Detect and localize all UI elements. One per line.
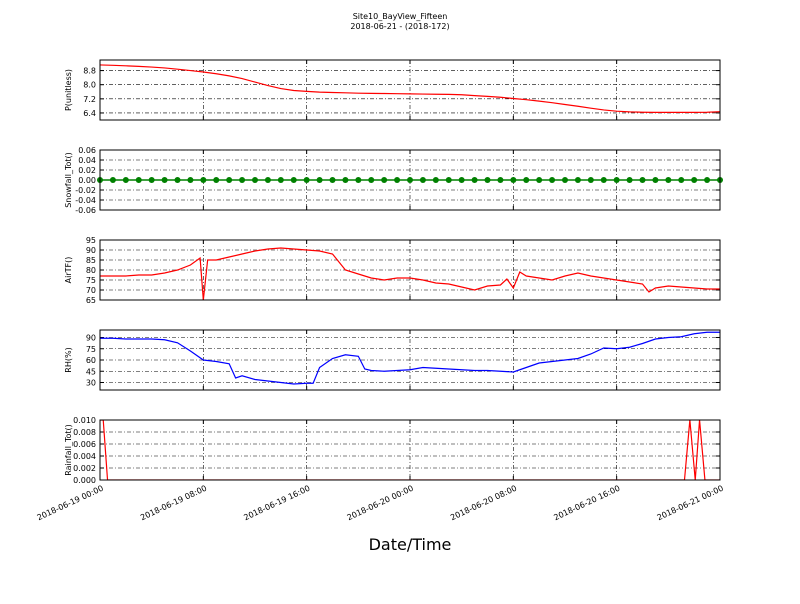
- y-tick-label: 75: [86, 276, 96, 285]
- data-line: [100, 247, 720, 300]
- y-tick-label: 0.00: [78, 176, 96, 185]
- y-tick-label: 0.006: [73, 440, 96, 449]
- data-point: [277, 177, 284, 183]
- axes-frame: [99, 149, 721, 211]
- data-point: [523, 177, 530, 183]
- y-axis-label: P(unitless): [64, 69, 73, 111]
- data-point: [239, 177, 246, 183]
- y-tick-label: 0.04: [78, 156, 96, 165]
- y-tick-label: 8.8: [83, 67, 96, 76]
- y-tick-label: 85: [86, 256, 96, 265]
- y-tick-label: 60: [86, 356, 96, 365]
- data-point: [122, 177, 129, 183]
- data-point: [484, 177, 491, 183]
- y-tick-label: 0.02: [78, 166, 96, 175]
- y-tick-label: 80: [86, 266, 96, 275]
- data-point: [148, 177, 155, 183]
- data-point: [458, 177, 465, 183]
- data-point: [264, 177, 271, 183]
- figure-subtitle: 2018-06-21 - (2018-172): [350, 22, 449, 31]
- data-point: [704, 177, 711, 183]
- y-tick-label: 7.2: [83, 95, 96, 104]
- y-tick-label: 45: [86, 367, 96, 376]
- data-point: [290, 177, 297, 183]
- y-tick-label: 6.4: [83, 109, 96, 118]
- y-tick-label: 0.008: [73, 428, 96, 437]
- data-point: [445, 177, 452, 183]
- y-tick-label: 30: [86, 379, 96, 388]
- data-point: [613, 177, 620, 183]
- data-point: [407, 177, 413, 183]
- data-point: [549, 177, 556, 183]
- data-point: [510, 177, 517, 183]
- axes-frame: [99, 419, 721, 481]
- axes-frame: [99, 59, 721, 121]
- data-point: [213, 177, 220, 183]
- data-point: [316, 177, 323, 183]
- y-tick-label: -0.04: [75, 196, 96, 205]
- y-tick-label: 0.002: [73, 464, 96, 473]
- data-point: [626, 177, 633, 183]
- y-tick-label: 90: [86, 246, 96, 255]
- data-point: [368, 177, 375, 183]
- data-point: [394, 177, 401, 183]
- data-point: [252, 177, 258, 183]
- data-point: [562, 177, 568, 183]
- y-tick-label: 0.000: [73, 476, 96, 485]
- data-point: [226, 177, 233, 183]
- y-tick-label: 75: [86, 345, 96, 354]
- data-point: [174, 177, 181, 183]
- axes-frame: [99, 329, 721, 391]
- y-tick-label: 8.0: [83, 81, 96, 90]
- data-point: [432, 177, 439, 183]
- data-point: [574, 177, 581, 183]
- y-tick-label: 70: [86, 286, 96, 295]
- y-tick-label: 90: [86, 334, 96, 343]
- y-tick-label: 0.06: [78, 146, 96, 155]
- data-point: [303, 177, 310, 183]
- data-point: [200, 177, 207, 183]
- data-point: [161, 177, 168, 183]
- y-tick-label: 95: [86, 236, 96, 245]
- data-point: [678, 177, 685, 183]
- axes-frame: [99, 239, 721, 301]
- y-axis-label: Rainfall_Tot(): [64, 424, 73, 476]
- data-line: [100, 331, 720, 385]
- data-line: [100, 64, 720, 114]
- data-point: [187, 177, 194, 183]
- data-point: [471, 177, 478, 183]
- y-tick-label: 65: [86, 296, 96, 305]
- data-point: [600, 177, 607, 183]
- data-point: [381, 177, 388, 183]
- data-point: [536, 177, 543, 183]
- y-tick-label: -0.06: [75, 206, 96, 215]
- data-point: [497, 177, 504, 183]
- data-point: [355, 177, 362, 183]
- data-point: [419, 177, 426, 183]
- data-point: [652, 177, 659, 183]
- y-axis-label: RH(%): [64, 347, 73, 372]
- data-point: [329, 177, 336, 183]
- data-point: [691, 177, 698, 183]
- data-point: [109, 177, 116, 183]
- data-point: [342, 177, 349, 183]
- y-tick-label: 0.004: [73, 452, 96, 461]
- data-point: [587, 177, 594, 183]
- data-point: [665, 177, 672, 183]
- data-point: [639, 177, 646, 183]
- y-axis-label: AirTF(): [64, 257, 73, 284]
- data-point: [135, 177, 142, 183]
- y-axis-label: Snowfall_Tot(): [64, 152, 73, 208]
- y-tick-label: -0.02: [75, 186, 96, 195]
- figure-title: Site10_BayView_Fifteen: [353, 12, 448, 21]
- x-axis-label: Date/Time: [369, 535, 452, 554]
- y-tick-label: 0.010: [73, 416, 96, 425]
- data-line: [100, 420, 720, 480]
